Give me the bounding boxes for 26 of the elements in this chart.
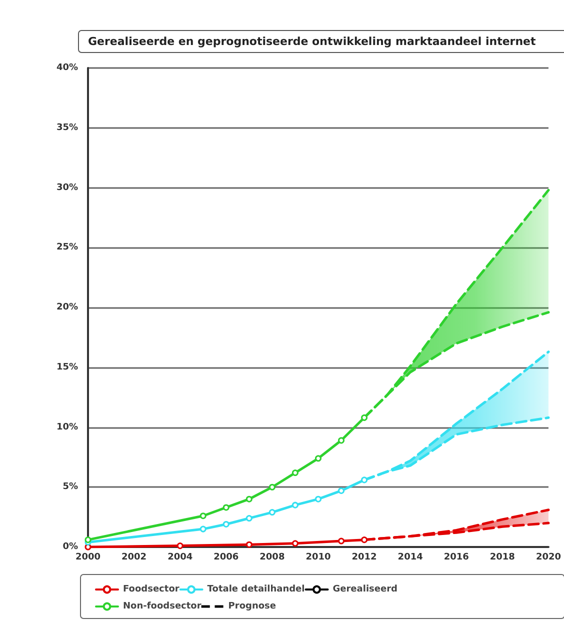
- chart-title: Gerealiseerde en geprognotiseerde ontwikkeling marktaandeel internet: [88, 35, 536, 48]
- y-tick-label: 0%: [62, 542, 78, 552]
- x-tick-label: 2004: [168, 552, 193, 562]
- legend-label: Prognose: [228, 602, 276, 612]
- y-tick-label: 20%: [56, 302, 78, 312]
- legend-label: Gerealiseerd: [332, 584, 398, 594]
- x-tick-label: 2002: [122, 552, 147, 562]
- y-tick-label: 10%: [56, 422, 78, 432]
- y-tick-label: 40%: [56, 63, 78, 73]
- y-tick-label: 35%: [56, 122, 78, 133]
- x-tick-label: 2018: [490, 552, 515, 562]
- x-tick-label: 2012: [352, 552, 377, 562]
- y-tick-label: 30%: [56, 182, 78, 193]
- x-tick-label: 2006: [214, 552, 239, 562]
- legend-label: Totale detailhandel: [207, 584, 305, 594]
- x-tick-label: 2020: [536, 552, 562, 562]
- y-tick-label: 25%: [56, 242, 78, 253]
- y-tick-label: 15%: [56, 362, 78, 372]
- x-tick-label: 2014: [398, 552, 423, 562]
- legend-label: Non-foodsector: [123, 602, 202, 612]
- y-tick-label: 5%: [62, 482, 78, 492]
- x-tick-label: 2008: [260, 552, 285, 562]
- x-tick-label: 2000: [75, 552, 101, 562]
- x-tick-label: 2016: [444, 552, 469, 562]
- legend-label: Foodsector: [123, 584, 180, 594]
- x-tick-label: 2010: [306, 552, 331, 562]
